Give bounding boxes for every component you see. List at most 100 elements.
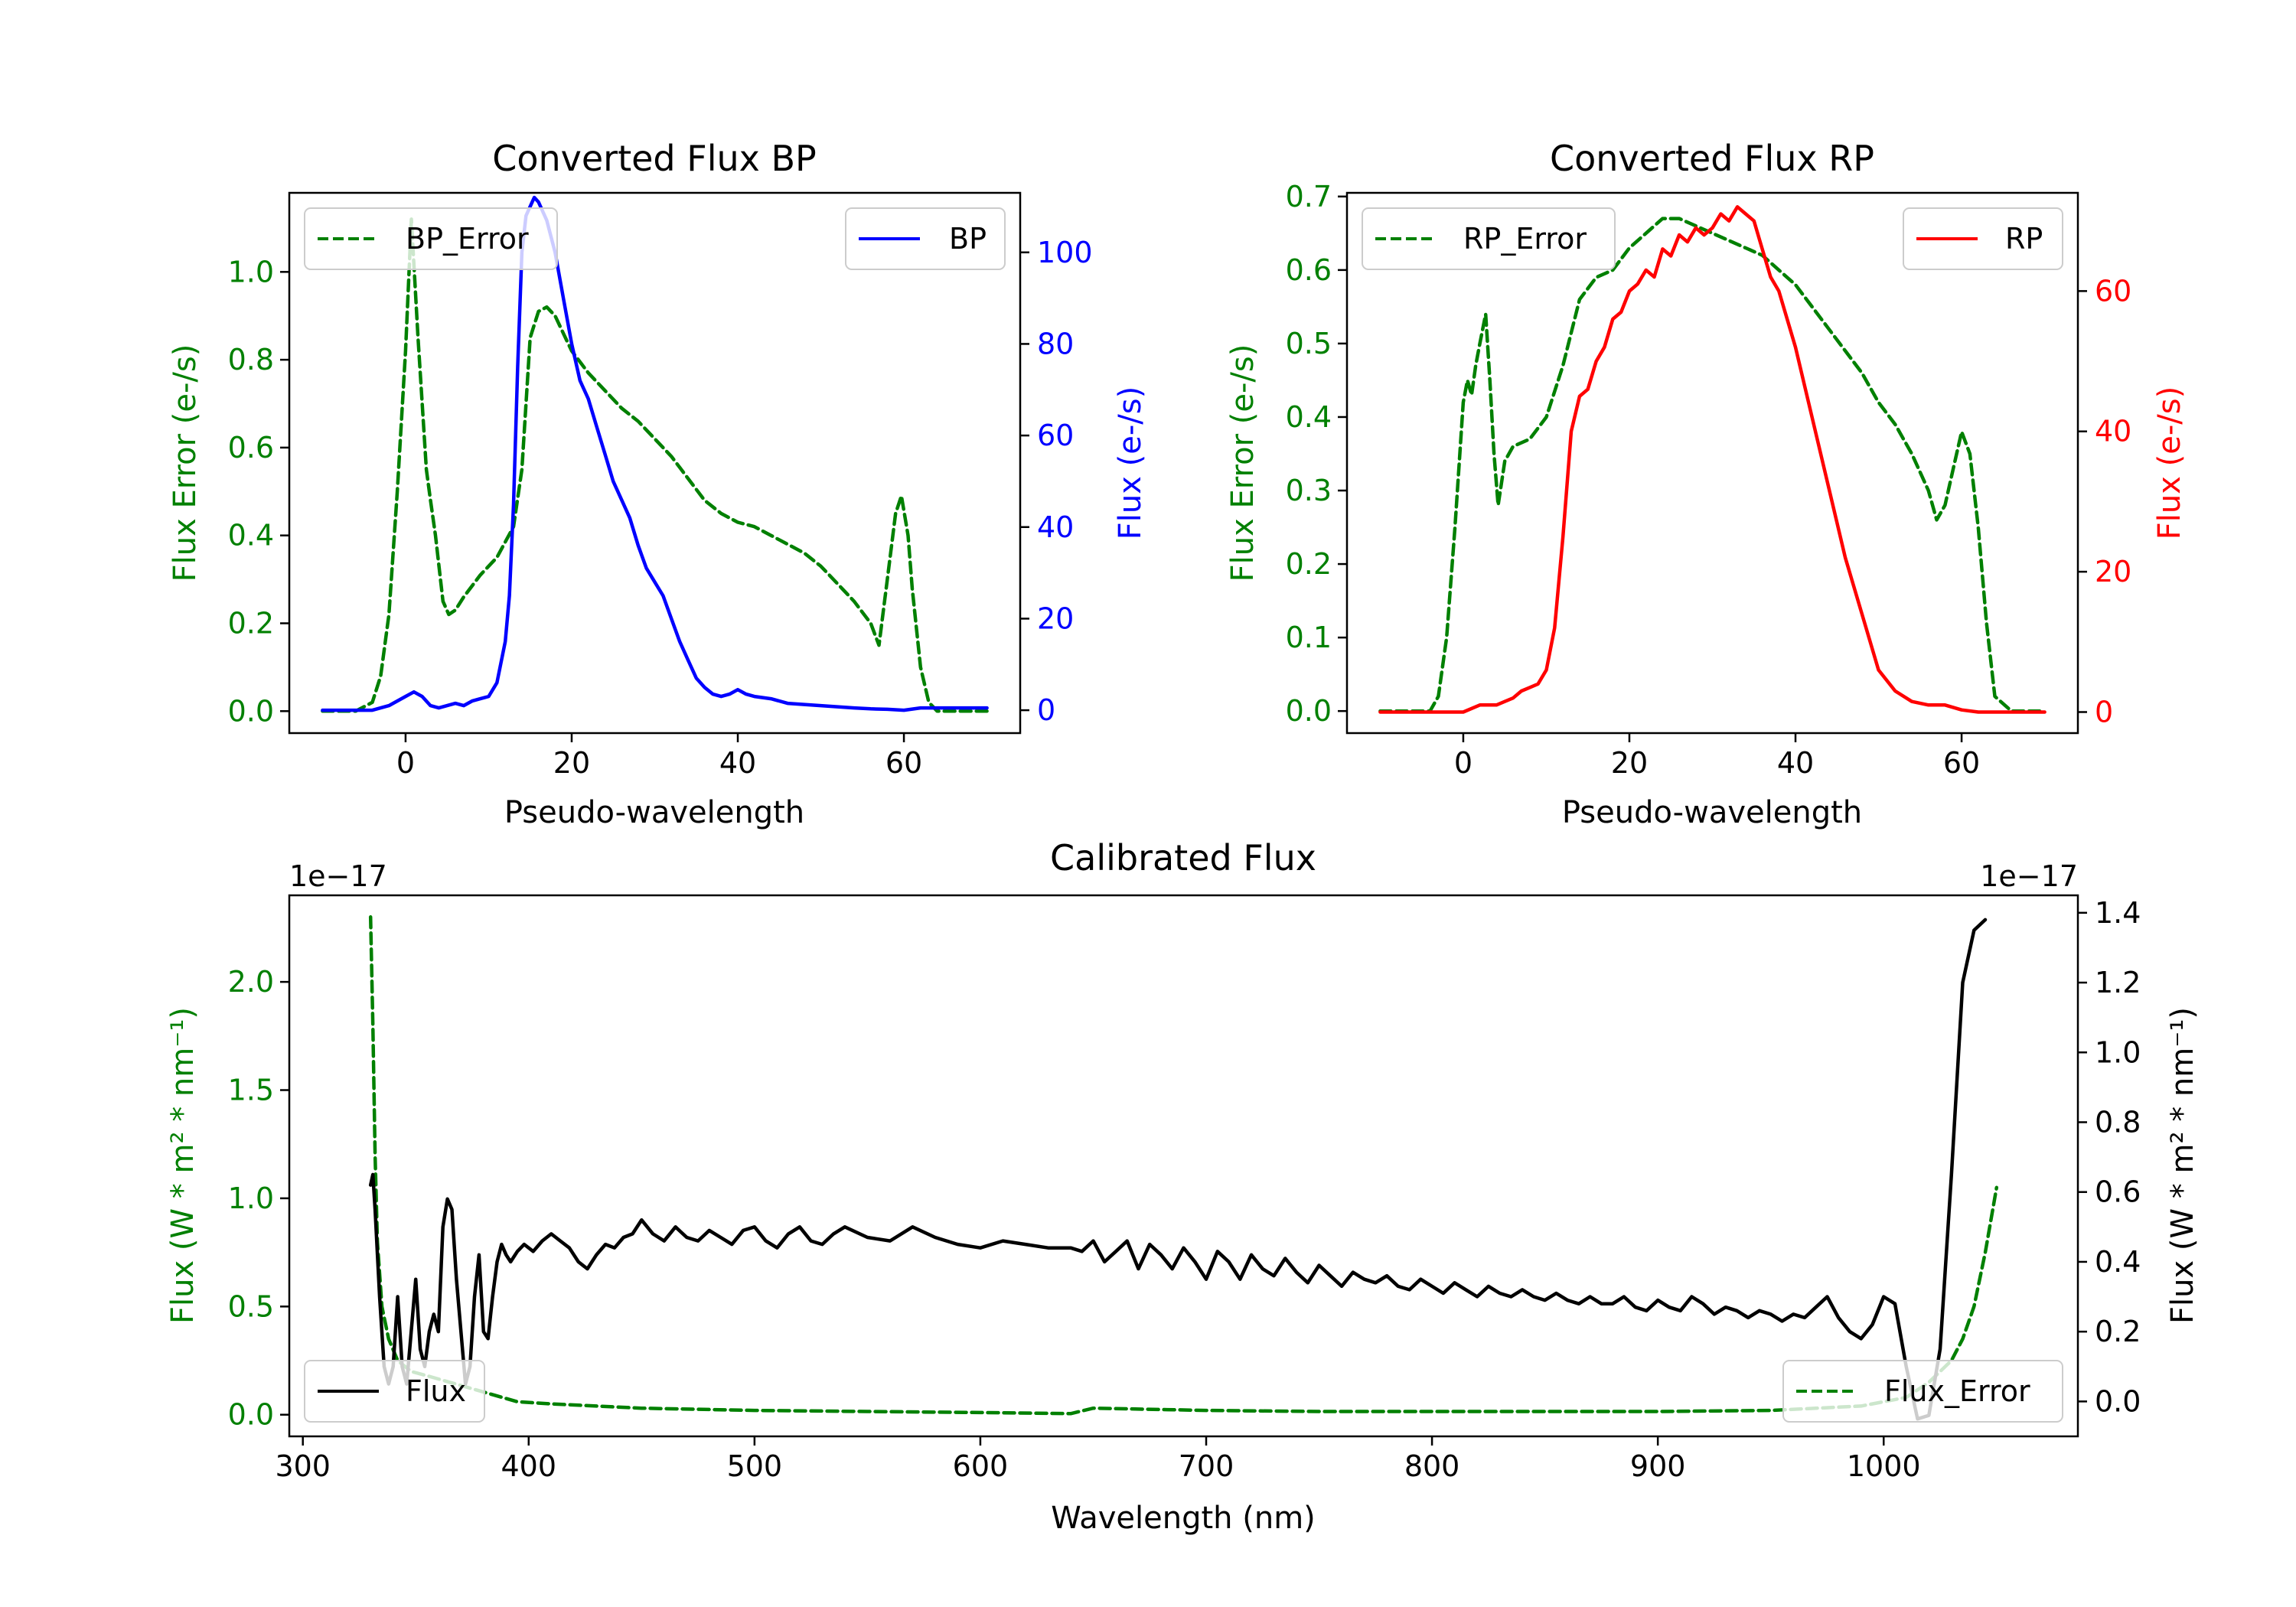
rp-yright-ticks: 0 20 40 60 xyxy=(2078,274,2131,729)
cal-offset-left: 1e−17 xyxy=(289,859,387,893)
bp-title: Converted Flux BP xyxy=(492,138,817,179)
cal-yright-tick-label: 1.0 xyxy=(2095,1035,2141,1069)
cal-yleft-tick-label: 1.0 xyxy=(228,1182,274,1215)
rp-yright-tick-label: 40 xyxy=(2095,415,2131,448)
cal-panel: Calibrated Flux 1e−17 1e−17 300 400 500 600… xyxy=(165,837,2200,1536)
rp-yright-tick-label: 20 xyxy=(2095,555,2131,588)
bp-legend-right-label: BP xyxy=(949,222,987,256)
cal-yleft-tick-label: 0.5 xyxy=(228,1289,274,1323)
bp-yleft-tick-label: 0.6 xyxy=(228,431,274,464)
bp-ylabel-left: Flux Error (e-/s) xyxy=(168,344,203,582)
rp-title: Converted Flux RP xyxy=(1550,138,1874,179)
cal-xlabel: Wavelength (nm) xyxy=(1051,1501,1316,1536)
cal-ylabel-left: Flux (W * m² * nm⁻¹) xyxy=(165,1007,201,1324)
bp-yright-tick-label: 20 xyxy=(1037,601,1074,635)
bp-yright-tick-label: 60 xyxy=(1037,419,1074,452)
cal-yleft-tick-label: 0.0 xyxy=(228,1398,274,1432)
bp-yleft-ticks: 0.0 0.2 0.4 0.6 0.8 1.0 xyxy=(228,255,289,728)
bp-series-left xyxy=(321,217,989,713)
cal-yright-tick-label: 0.8 xyxy=(2095,1105,2141,1139)
cal-yright-tick-label: 0.6 xyxy=(2095,1175,2141,1209)
rp-yright-tick-label: 60 xyxy=(2095,274,2131,308)
cal-xtick-label: 700 xyxy=(1179,1449,1234,1483)
cal-title: Calibrated Flux xyxy=(1050,837,1316,878)
rp-xtick-label: 0 xyxy=(1454,746,1473,780)
bp-xtick-label: 0 xyxy=(396,746,415,780)
cal-x-ticks: 300 400 500 600 700 800 900 1000 xyxy=(275,1436,1921,1483)
cal-ylabel-right: Flux (W * m² * nm⁻¹) xyxy=(2165,1007,2200,1324)
cal-series-right xyxy=(368,918,1988,1421)
bp-x-ticks: 0 20 40 60 xyxy=(396,733,922,780)
bp-legend-left-label: BP_Error xyxy=(406,222,529,256)
bp-plot-frame xyxy=(288,191,1022,735)
rp-yleft-tick-label: 0.2 xyxy=(1286,547,1332,581)
cal-yright-tick-label: 0.2 xyxy=(2095,1315,2141,1348)
rp-series-left xyxy=(1378,217,2047,713)
cal-xtick-label: 300 xyxy=(275,1449,331,1483)
bp-xtick-label: 40 xyxy=(719,746,756,780)
rp-xtick-label: 60 xyxy=(1943,746,1980,780)
bp-xtick-label: 60 xyxy=(885,746,922,780)
rp-x-ticks: 0 20 40 60 xyxy=(1454,733,1980,780)
rp-plot-frame xyxy=(1345,191,2079,735)
cal-yleft-ticks: 0.0 0.5 1.0 1.5 2.0 xyxy=(228,965,289,1432)
bp-yright-tick-label: 0 xyxy=(1037,693,1055,727)
rp-yleft-tick-label: 0.6 xyxy=(1286,253,1332,287)
bp-yright-tick-label: 80 xyxy=(1037,327,1074,360)
rp-series-right xyxy=(1378,205,2047,714)
rp-legend-right-label: RP xyxy=(2005,222,2043,256)
rp-legend-left-label: RP_Error xyxy=(1463,222,1587,256)
rp-yleft-ticks: 0.0 0.1 0.2 0.3 0.4 0.5 0.6 0.7 xyxy=(1286,180,1347,728)
cal-xtick-label: 400 xyxy=(501,1449,557,1483)
rp-panel: Converted Flux RP 0 20 40 60 0.00.10.20.30.… xyxy=(1225,138,2187,830)
rp-yright-tick-label: 0 xyxy=(2095,695,2113,729)
rp-yleft-tick-label: 0.3 xyxy=(1286,474,1332,507)
cal-line-flux-error xyxy=(368,915,1999,1416)
cal-series-left xyxy=(368,915,1999,1416)
cal-yright-ticks: 0.0 0.2 0.4 0.6 0.8 1.0 1.2 1.4 xyxy=(2078,896,2141,1418)
bp-yleft-tick-label: 0.8 xyxy=(228,343,274,376)
bp-yleft-tick-label: 0.0 xyxy=(228,694,274,728)
cal-offset-right: 1e−17 xyxy=(1980,859,2078,893)
bp-line-flux xyxy=(321,195,989,712)
cal-xtick-label: 1000 xyxy=(1847,1449,1921,1483)
rp-yleft-tick-label: 0.1 xyxy=(1286,621,1332,654)
cal-xtick-label: 900 xyxy=(1630,1449,1686,1483)
cal-xtick-label: 600 xyxy=(953,1449,1009,1483)
rp-ylabel-right: Flux (e-/s) xyxy=(2152,386,2187,539)
cal-yleft-tick-label: 2.0 xyxy=(228,965,274,999)
bp-series-right xyxy=(321,195,989,712)
cal-legend-right-label: Flux_Error xyxy=(1884,1374,2030,1408)
bp-yleft-tick-label: 1.0 xyxy=(228,255,274,288)
cal-xtick-label: 800 xyxy=(1404,1449,1460,1483)
rp-yleft-tick-label: 0.0 xyxy=(1286,694,1332,728)
bp-line-error xyxy=(321,217,989,713)
cal-legend-left: Flux xyxy=(304,1360,485,1423)
cal-yright-tick-label: 0.0 xyxy=(2095,1384,2141,1418)
rp-yleft-tick-label: 0.5 xyxy=(1286,327,1332,360)
cal-yright-tick-label: 1.2 xyxy=(2095,966,2141,999)
bp-legend-left: BP_Error xyxy=(304,207,558,270)
cal-xtick-label: 500 xyxy=(727,1449,783,1483)
cal-legend-right: Flux_Error xyxy=(1782,1360,2063,1423)
bp-yleft-tick-label: 0.2 xyxy=(228,607,274,641)
bp-xtick-label: 20 xyxy=(553,746,590,780)
bp-yright-ticks: 0 20 40 60 80 100 xyxy=(1020,236,1093,727)
rp-line-flux xyxy=(1378,205,2047,714)
bp-legend-right: BP xyxy=(845,207,1006,270)
rp-xtick-label: 40 xyxy=(1777,746,1814,780)
bp-yleft-tick-label: 0.4 xyxy=(228,519,274,553)
rp-xtick-label: 20 xyxy=(1611,746,1648,780)
cal-plot-frame xyxy=(288,894,2079,1438)
rp-legend-right: RP xyxy=(1903,207,2063,270)
rp-xlabel: Pseudo-wavelength xyxy=(1562,795,1862,830)
rp-ylabel-left: Flux Error (e-/s) xyxy=(1225,344,1261,582)
cal-legend-left-label: Flux xyxy=(406,1374,466,1408)
cal-yright-tick-label: 0.4 xyxy=(2095,1245,2141,1279)
bp-yright-tick-label: 100 xyxy=(1037,236,1093,269)
bp-yright-tick-label: 40 xyxy=(1037,510,1074,544)
rp-yleft-tick-label: 0.7 xyxy=(1286,180,1332,214)
rp-yleft-tick-label: 0.4 xyxy=(1286,400,1332,434)
bp-xlabel: Pseudo-wavelength xyxy=(504,795,804,830)
